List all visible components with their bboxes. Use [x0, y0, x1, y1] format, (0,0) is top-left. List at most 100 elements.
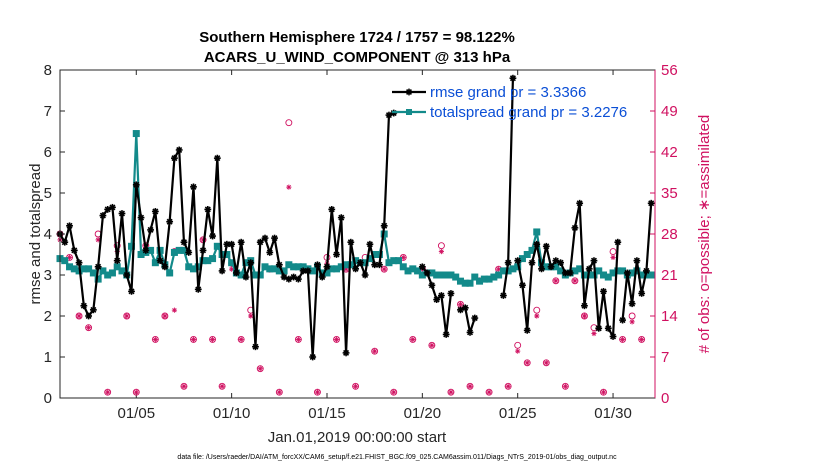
assimilated-obs-marker — [105, 389, 111, 395]
rmse-point — [123, 271, 131, 279]
assimilated-obs-marker — [286, 184, 292, 190]
right-tick-label: 28 — [661, 226, 678, 243]
rmse-point — [80, 302, 88, 310]
possible-obs-marker — [533, 306, 541, 314]
assimilated-obs-marker — [352, 383, 359, 389]
possible-obs-marker — [161, 312, 169, 320]
rmse-point — [576, 199, 584, 207]
rmse-point — [423, 269, 431, 277]
assimilated-obs-marker — [124, 313, 130, 319]
totalspread-point — [118, 267, 126, 275]
possible-obs-marker — [132, 388, 140, 396]
assimilated-obs-marker — [66, 254, 73, 261]
rmse-point — [190, 183, 197, 191]
rmse-point — [75, 259, 83, 267]
rmse-point — [328, 206, 336, 213]
totalspread-point — [209, 255, 217, 263]
rmse-point — [275, 261, 283, 269]
assimilated-obs-marker — [257, 366, 263, 372]
assimilated-obs-marker — [486, 389, 492, 395]
rmse-point — [514, 257, 522, 265]
rmse-point — [204, 206, 212, 213]
rmse-point — [242, 273, 250, 281]
rmse-point — [61, 238, 69, 246]
rmse-point — [595, 324, 603, 332]
assimilated-obs-marker — [248, 313, 254, 319]
rmse-point — [294, 275, 302, 283]
assimilated-obs-marker — [152, 336, 158, 343]
totalspread-point — [533, 228, 541, 236]
assimilated-obs-marker — [314, 389, 321, 395]
x-axis-label: Jan.01,2019 00:00:00 start — [268, 429, 447, 446]
totalspread-point — [471, 273, 479, 281]
rmse-point — [118, 210, 126, 217]
rmse-point — [318, 273, 326, 281]
x-tick-label: 01/20 — [404, 405, 442, 422]
assimilated-obs-marker — [209, 336, 216, 343]
rmse-point — [166, 218, 174, 226]
rmse-point — [509, 74, 517, 82]
rmse-point — [199, 247, 207, 254]
possible-obs-marker — [352, 382, 360, 390]
rmse-point — [557, 259, 565, 267]
possible-obs-marker — [237, 335, 245, 343]
rmse-point — [633, 257, 641, 265]
right-tick-label: 49 — [661, 103, 678, 120]
assimilated-obs-marker — [619, 336, 626, 343]
assimilated-obs-marker — [600, 389, 607, 395]
totalspread-point — [166, 269, 174, 277]
rmse-point — [371, 261, 379, 269]
totalspread-point — [85, 265, 93, 273]
left-tick-label: 5 — [44, 185, 52, 202]
rmse-point — [147, 226, 154, 234]
possible-obs-marker — [600, 388, 607, 396]
totalspread-point — [61, 257, 69, 265]
legend-label-rmse: rmse grand pr = 3.3366 — [430, 84, 586, 101]
rmse-point — [380, 222, 388, 230]
assimilated-obs-marker — [295, 336, 301, 343]
totalspread-point — [523, 251, 531, 258]
rmse-point — [643, 267, 650, 275]
possible-obs-marker — [466, 382, 474, 390]
assimilated-obs-marker — [410, 336, 416, 343]
totalspread-point — [223, 251, 231, 258]
legend: rmse grand pr = 3.3366 totalspread grand… — [392, 84, 627, 121]
rmse-point — [70, 247, 78, 254]
possible-obs-marker — [285, 119, 293, 127]
assimilated-obs-marker — [95, 237, 101, 243]
assimilated-obs-marker — [372, 348, 378, 354]
rmse-point — [256, 238, 264, 246]
left-tick-label: 8 — [44, 62, 52, 79]
rmse-point — [342, 349, 350, 357]
possible-obs-marker — [390, 388, 398, 396]
possible-obs-marker — [638, 335, 646, 343]
assimilated-obs-marker — [381, 266, 387, 272]
right-tick-label: 0 — [661, 390, 669, 407]
possible-obs-marker — [294, 335, 302, 343]
right-tick-label: 56 — [661, 62, 678, 79]
totalspread-point — [108, 269, 116, 277]
assimilated-obs-marker — [457, 301, 464, 307]
totalspread-point — [604, 273, 612, 281]
possible-obs-marker — [314, 388, 321, 396]
assimilated-obs-marker — [238, 336, 244, 343]
possible-obs-marker — [580, 312, 588, 320]
rmse-point — [352, 265, 359, 273]
left-tick-label: 1 — [44, 349, 52, 366]
rmse-point — [533, 240, 541, 248]
rmse-point — [614, 238, 622, 246]
rmse-point — [237, 238, 245, 246]
rmse-point — [314, 261, 321, 269]
assimilated-obs-marker — [562, 383, 568, 389]
rmse-point — [337, 214, 345, 221]
assimilated-obs-marker — [448, 389, 454, 395]
x-tick-label: 01/15 — [308, 405, 346, 422]
assimilated-obs-marker — [133, 389, 139, 395]
y-axis-label: rmse and totalspread — [27, 164, 44, 305]
rmse-point — [175, 146, 183, 154]
possible-obs-marker — [619, 335, 627, 343]
rmse-point — [523, 326, 531, 334]
chart-subtitle: ACARS_U_WIND_COMPONENT @ 313 hPa — [204, 49, 511, 66]
rmse-point — [647, 199, 655, 207]
